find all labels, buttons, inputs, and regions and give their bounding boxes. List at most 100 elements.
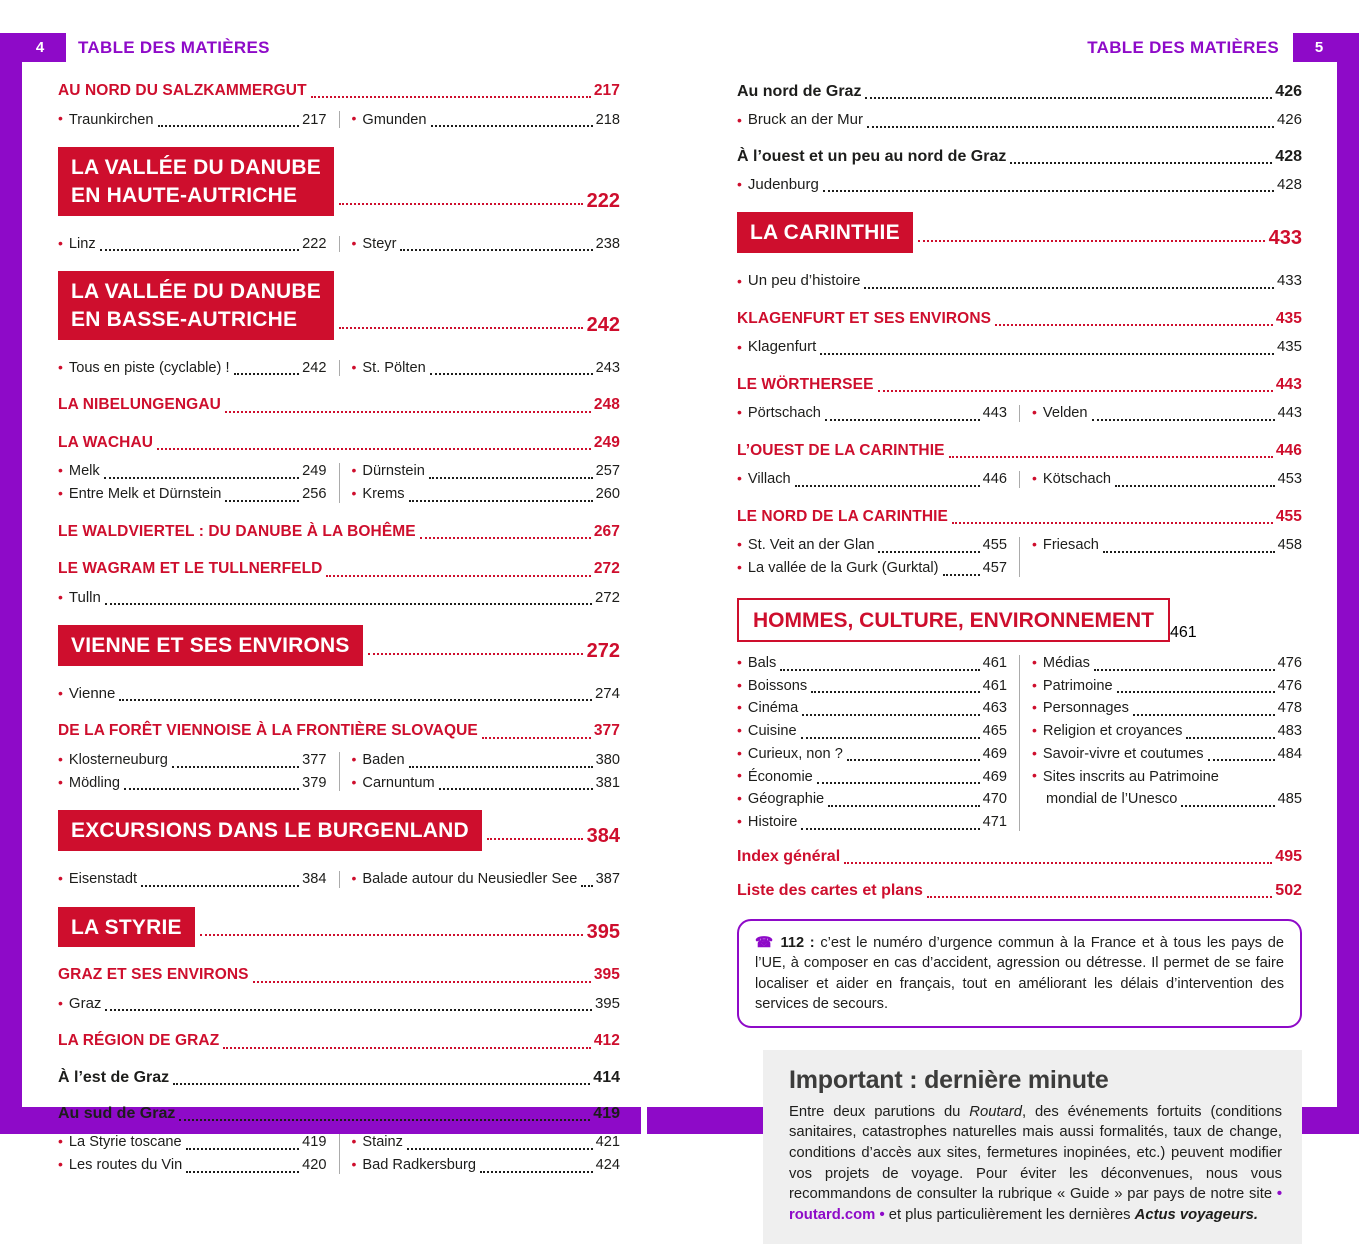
chapter-title-box: LA CARINTHIE (737, 212, 913, 254)
page-number: 433 (1276, 272, 1302, 290)
column-divider (1019, 471, 1020, 488)
bullet-icon: • (58, 358, 63, 375)
toc-section-heading: L’OUEST DE LA CARINTHIE 446 (737, 440, 1302, 462)
page-number: 461 (982, 677, 1007, 694)
chapter-title-line: EN BASSE-AUTRICHE (71, 308, 298, 331)
page-number: 458 (1277, 537, 1302, 554)
bullet-icon: • (737, 812, 742, 829)
page-number: 242 (586, 313, 620, 336)
entry-label: Friesach (1042, 537, 1099, 554)
body-text: Entre deux parutions du (789, 1103, 970, 1120)
dot-leader (141, 884, 300, 887)
toc-entry: • Carnuntum 381 (352, 772, 621, 795)
page-number: 395 (586, 921, 620, 944)
toc-entry: • Un peu d’histoire 433 (737, 270, 1302, 293)
toc-column-right: • Dürnstein 257 • Krems 260 (352, 460, 621, 505)
page-number: 485 (1277, 791, 1302, 808)
entry-label: Un peu d’histoire (747, 272, 861, 290)
bullet-icon: • (737, 767, 742, 784)
dot-leader (1181, 804, 1275, 807)
chapter-title-line: VIENNE ET SES ENVIRONS (71, 634, 350, 658)
bullet-icon: • (351, 110, 357, 127)
page-number: 446 (982, 471, 1007, 488)
entry-label: GRAZ ET SES ENVIRONS (58, 966, 249, 984)
toc-entry: • Curieux, non ? 469 (737, 743, 1007, 766)
dot-leader (951, 522, 1273, 525)
toc-page-right: Au nord de Graz 426 • Bruck an der Mur 426 À … (737, 80, 1302, 1244)
toc-entry: • Religion et croyances 483 (1032, 720, 1302, 743)
page-number: 272 (593, 560, 620, 578)
toc-entry: • St. Pölten 243 (352, 357, 621, 380)
page-number: 446 (1275, 441, 1302, 459)
dot-leader (186, 1170, 300, 1173)
page-number: 414 (593, 1068, 620, 1086)
page-number: 242 (302, 359, 327, 376)
bullet-icon: • (1032, 470, 1037, 487)
toc-index-entry: Index général 495 (737, 845, 1302, 868)
entry-label: Curieux, non ? (747, 745, 843, 762)
dot-leader (481, 736, 591, 739)
toc-entry: • Eisenstadt 384 (58, 868, 327, 891)
page-number: 453 (1277, 471, 1302, 488)
toc-column-right: • Gmunden 218 (352, 108, 621, 131)
toc-entry: • Les routes du Vin 420 (58, 1154, 327, 1177)
dot-leader (1093, 668, 1275, 671)
page-number: 457 (982, 560, 1007, 577)
dot-leader (367, 652, 583, 655)
dot-leader (124, 788, 300, 791)
toc-subsection-heading: À l’ouest et un peu au nord de Graz 428 (737, 145, 1302, 168)
dot-leader (816, 782, 980, 785)
page-number: 387 (595, 871, 620, 888)
toc-entry: • Mödling 379 (58, 772, 327, 795)
entry-label: Cuisine (747, 723, 797, 740)
dot-leader (430, 125, 593, 128)
entry-label: LA NIBELUNGENGAU (58, 396, 221, 414)
dot-leader (1102, 551, 1275, 554)
link-bullet-icon: • (1276, 1186, 1282, 1203)
dot-leader (171, 765, 300, 768)
page-number: 379 (302, 774, 327, 791)
toc-column-right: • St. Pölten 243 (352, 357, 621, 380)
entry-label: LA WACHAU (58, 433, 154, 451)
page-number: 443 (1277, 405, 1302, 422)
toc-entry: • La Styrie toscane 419 (58, 1131, 327, 1154)
toc-subsection-heading: À l’est de Graz 414 (58, 1066, 620, 1089)
page-number: 377 (302, 751, 327, 768)
toc-subsection-heading: Au nord de Graz 426 (737, 80, 1302, 103)
page-number: 260 (595, 486, 620, 503)
page-number: 377 (593, 722, 620, 740)
entry-label: À l’est de Graz (58, 1068, 170, 1086)
entry-label: Gmunden (362, 111, 427, 128)
toc-entry: • Krems 260 (352, 483, 621, 506)
dot-leader (173, 1082, 591, 1085)
last-minute-text: Entre deux parutions du Routard, des évé… (789, 1102, 1282, 1226)
column-divider (338, 463, 340, 503)
bullet-icon: • (58, 110, 63, 127)
bullet-icon: • (58, 750, 63, 767)
entry-label: St. Veit an der Glan (747, 537, 875, 554)
toc-entry: • Géographie 470 (737, 788, 1007, 811)
bullet-icon: • (58, 589, 63, 606)
bullet-icon: • (58, 773, 63, 790)
column-divider (338, 1134, 340, 1174)
toc-entry: • Baden 380 (352, 749, 621, 772)
page-number: 421 (595, 1134, 620, 1151)
dot-leader (428, 477, 593, 480)
entry-label: Entre Melk et Dürnstein (68, 486, 222, 503)
toc-entry-columns: • La Styrie toscane 419 • Les routes du Vin 4… (58, 1131, 620, 1176)
page-number: 484 (1277, 745, 1302, 762)
toc-column-right: • Friesach 458 (1032, 534, 1302, 579)
link-bullet-icon: • (875, 1207, 885, 1224)
page-number: 222 (586, 189, 620, 212)
bullet-icon: • (737, 536, 742, 553)
toc-section-heading: LA WACHAU 249 (58, 432, 620, 454)
page-number: 470 (982, 791, 1007, 808)
toc-entry-columns: • St. Veit an der Glan 455 • La vallée de la… (737, 534, 1302, 579)
page-number: 461 (1169, 624, 1197, 642)
toc-entry: • Pörtschach 443 (737, 402, 1007, 425)
page-number-box-right: 5 (1293, 33, 1359, 62)
bullet-icon: • (737, 699, 742, 716)
toc-column-right: • Stainz 421 • Bad Radkersburg 424 (352, 1131, 621, 1176)
toc-entry: • Cuisine 465 (737, 720, 1007, 743)
toc-column-right: • Velden 443 (1032, 402, 1302, 425)
